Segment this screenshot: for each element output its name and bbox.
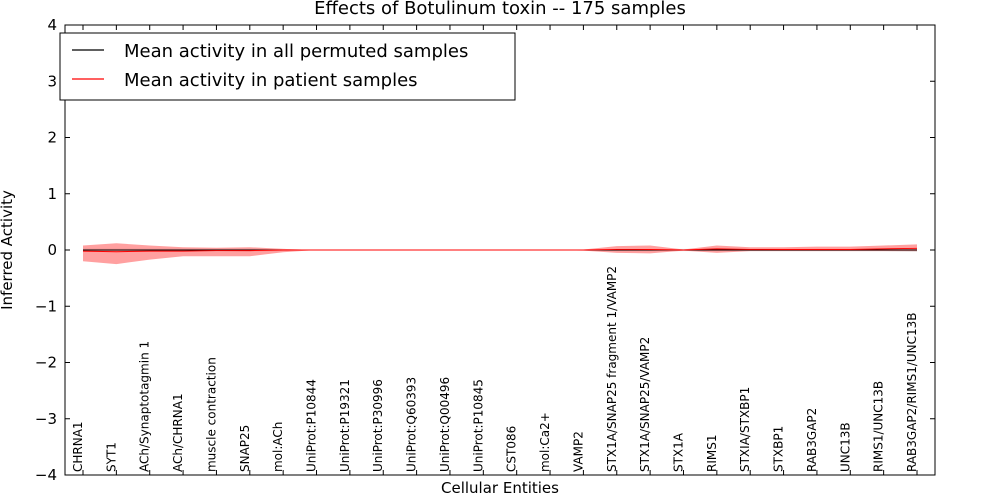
y-tick-label: −3: [35, 410, 57, 428]
x-tick-label: CST086: [505, 426, 519, 472]
legend-entry-patient: Mean activity in patient samples: [124, 70, 418, 91]
y-tick-label: 3: [47, 72, 57, 90]
x-tick-label: RAB3GAP2: [805, 408, 819, 472]
x-tick-label: ACh/CHRNA1: [171, 393, 185, 472]
x-tick-label: UniProt:P30996: [371, 379, 385, 472]
x-tick-label: mol:ACh: [271, 422, 285, 472]
x-tick-label: UNC13B: [838, 422, 852, 472]
y-tick-label: 1: [47, 185, 57, 203]
x-axis-label: Cellular Entities: [441, 479, 559, 497]
series-lines: [82, 247, 918, 253]
x-tick-label: STX1A: [671, 432, 685, 472]
x-tick-label: STX1A/SNAP25 fragment 1/VAMP2: [605, 266, 619, 472]
confidence-bands: [83, 243, 917, 265]
legend-box: [59, 32, 516, 101]
x-tick-label: ACh/Synaptotagmin 1: [138, 341, 152, 472]
y-tick-label: −2: [35, 354, 57, 372]
x-tick-label: UniProt:P10845: [471, 379, 485, 472]
y-tick-label: 0: [47, 241, 57, 259]
x-tick-label: STXBP1: [772, 426, 786, 472]
x-tick-label: SNAP25: [238, 425, 252, 472]
x-tick-label: STX1A/SNAP25/VAMP2: [638, 337, 652, 472]
x-axis: CHRNA1 SYT1 ACh/Synaptotagmin 1 ACh/CHRNA1 m…: [71, 25, 919, 475]
x-tick-label: UniProt:P19321: [338, 379, 352, 472]
x-tick-label: RAB3GAP2/RIMS1/UNC13B: [905, 312, 919, 472]
y-tick-label: −4: [35, 466, 57, 484]
y-tick-label: 2: [47, 129, 57, 147]
y-tick-label: 4: [47, 16, 57, 34]
x-tick-label: RIMS1: [705, 435, 719, 472]
x-tick-label: UniProt:Q00496: [438, 377, 452, 472]
x-tick-label: RIMS1/UNC13B: [872, 381, 886, 472]
x-tick-label: UniProt:P10844: [305, 379, 319, 472]
y-tick-label: −1: [35, 297, 57, 315]
band-patient: [83, 243, 917, 265]
legend: Mean activity in all permuted samples Me…: [59, 32, 516, 101]
y-axis-label: Inferred Activity: [0, 190, 16, 310]
chart-title: Effects of Botulinum toxin -- 175 sample…: [314, 0, 686, 19]
x-tick-label: SYT1: [104, 442, 118, 472]
x-tick-label: muscle contraction: [204, 357, 218, 472]
line-patient: [82, 247, 918, 253]
x-tick-label: UniProt:Q60393: [405, 377, 419, 472]
y-axis: 4 3 2 1 0 −1 −2 −3 −4: [35, 16, 935, 484]
x-tick-label: VAMP2: [571, 431, 585, 472]
x-tick-label: mol:Ca2+: [538, 412, 552, 472]
x-tick-label: STXIA/STXBP1: [738, 387, 752, 472]
x-tick-label: CHRNA1: [71, 421, 85, 472]
legend-entry-permuted: Mean activity in all permuted samples: [124, 41, 468, 62]
